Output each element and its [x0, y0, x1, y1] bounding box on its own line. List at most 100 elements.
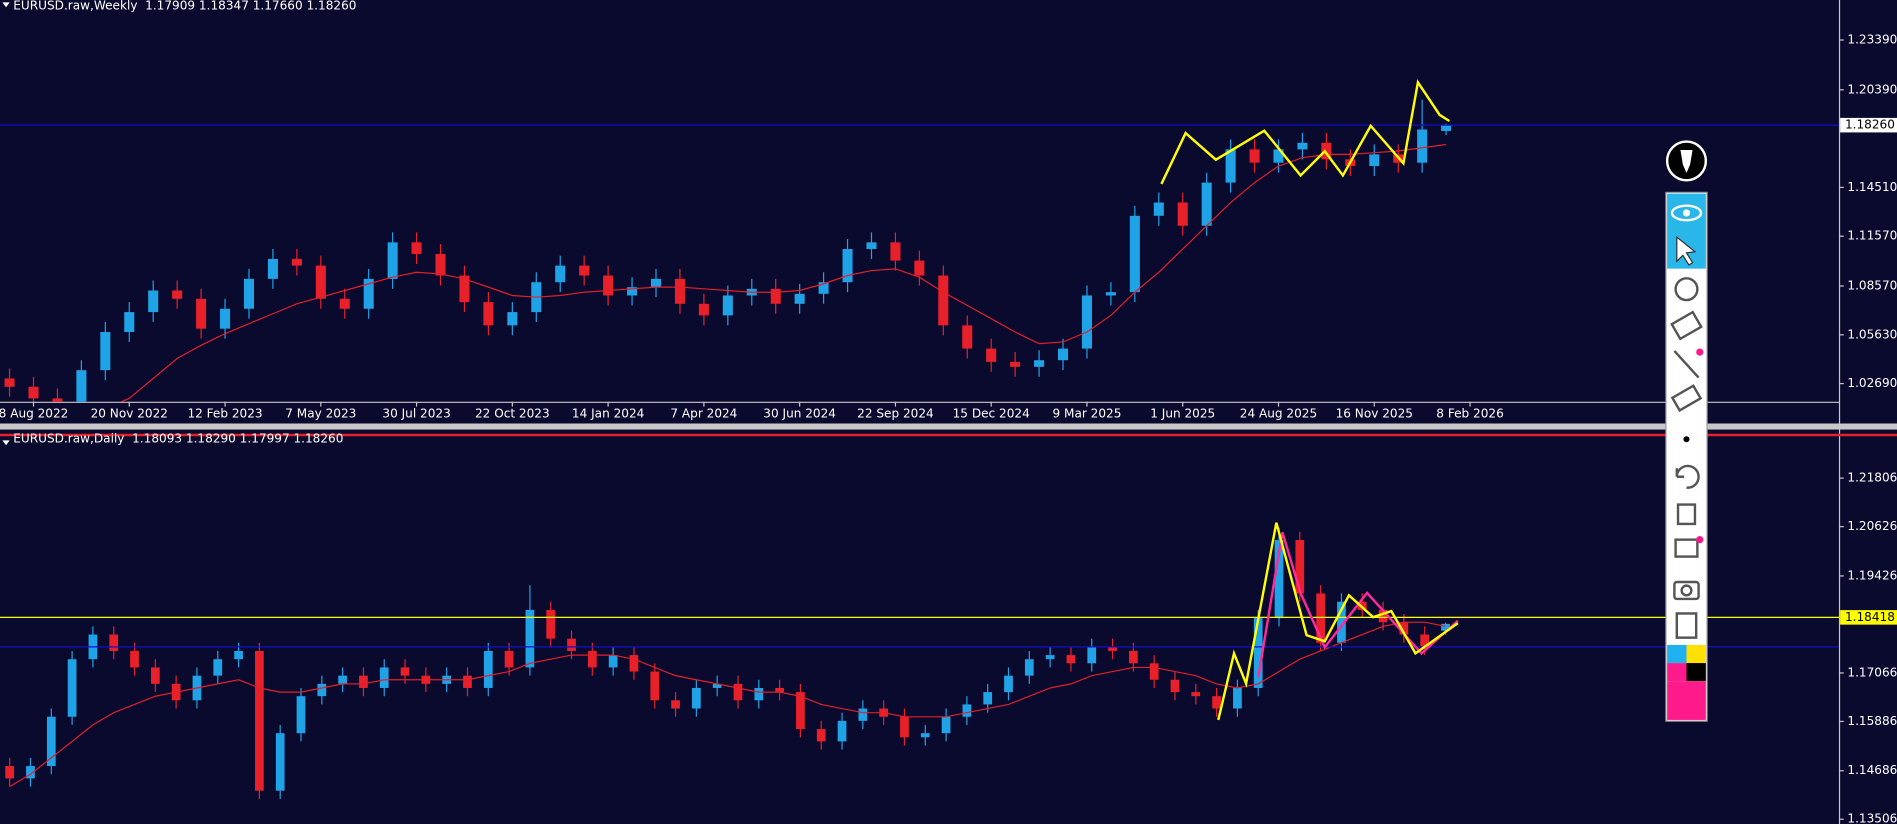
candle-body [858, 708, 868, 721]
candle-body [842, 248, 853, 283]
candle-body [379, 667, 389, 688]
candle-body [1295, 540, 1305, 594]
undo-button[interactable] [1675, 464, 1700, 489]
candle-body [363, 278, 374, 309]
panel-toggle[interactable] [2, 440, 10, 446]
y-tick-label: 1.14510 [1847, 180, 1897, 194]
candle-body [296, 696, 306, 734]
candle-body [148, 290, 159, 313]
candle-body [938, 275, 949, 326]
candle-body [920, 733, 930, 738]
pointer-button[interactable] [1674, 277, 1699, 302]
chart-title: EURUSD.raw,Weekly 1.17909 1.18347 1.1766… [13, 0, 356, 13]
clipboard-button[interactable] [1675, 612, 1698, 639]
candle-body [1253, 618, 1263, 688]
candle-body [1441, 623, 1450, 631]
candle-body [100, 331, 111, 371]
candle-body [698, 303, 709, 316]
x-tick-label: 30 Jun 2024 [763, 406, 836, 420]
candle-body [754, 687, 764, 701]
candle-body [818, 282, 829, 294]
pen-icon [1680, 150, 1693, 174]
eye-button[interactable] [1670, 204, 1703, 222]
delete-button[interactable] [1676, 503, 1697, 526]
candle-body [1024, 659, 1034, 676]
cursor-button[interactable] [1676, 235, 1697, 266]
x-tick-label: 22 Sep 2024 [857, 406, 934, 420]
plot-area [4, 99, 1452, 402]
candle-body [546, 609, 556, 639]
candle-body [483, 302, 494, 326]
candle-body [317, 683, 327, 697]
zigzag-drawing [1160, 79, 1451, 185]
candle-body [1066, 655, 1076, 664]
candle-body [1108, 646, 1117, 651]
candle-body [941, 716, 951, 734]
candle-body [587, 650, 597, 668]
x-tick-label: 16 Nov 2025 [1336, 406, 1413, 420]
candle-body [1378, 609, 1388, 623]
camera-lens [1680, 584, 1693, 597]
candle-body [67, 659, 77, 717]
color-swatch[interactable] [1667, 663, 1687, 682]
y-tick-label: 1.15886 [1847, 714, 1897, 728]
y-tick-label: 1.21806 [1847, 471, 1897, 485]
price-label-box [1840, 610, 1897, 625]
candle-body [150, 667, 160, 684]
zigzag-drawing [1257, 532, 1459, 678]
x-tick-label: 1 Jun 2025 [1150, 406, 1215, 420]
candle-body [1191, 692, 1201, 697]
candle-body [213, 659, 223, 676]
x-tick-label: 24 Aug 2025 [1240, 406, 1317, 420]
current-color [1667, 681, 1706, 720]
size-button[interactable] [1683, 436, 1690, 443]
chart-title: EURUSD.raw,Daily 1.18093 1.18290 1.17997… [13, 432, 343, 446]
screen-button[interactable] [1674, 538, 1699, 558]
candle-body [435, 253, 446, 276]
candle-body [650, 278, 662, 288]
drawing-toolbar [1665, 140, 1708, 722]
candle-body [130, 650, 139, 668]
candle-body [267, 258, 278, 279]
color-swatch[interactable] [1686, 663, 1706, 682]
y-tick-label: 1.20390 [1847, 82, 1897, 96]
candle-body [650, 671, 660, 701]
candle-body [196, 298, 207, 329]
y-tick-label: 1.20626 [1847, 519, 1897, 533]
price-label-box [1840, 117, 1897, 133]
x-tick-label: 8 Feb 2026 [1436, 406, 1503, 420]
candle-body [109, 634, 119, 651]
candle-body [1129, 215, 1140, 293]
candle-body [603, 275, 614, 296]
line-button[interactable] [1673, 350, 1700, 379]
candle-body [4, 378, 15, 387]
candle-body [722, 295, 733, 316]
color-swatch[interactable] [1686, 644, 1706, 664]
candle-body [387, 242, 398, 279]
candle-body [627, 287, 638, 296]
candle-body [5, 766, 15, 779]
candle-body [866, 242, 877, 249]
eraser-button[interactable] [1670, 310, 1703, 341]
candle-body [315, 265, 326, 299]
x-tick-label: 7 Apr 2024 [670, 406, 737, 420]
y-tick-label: 1.11570 [1847, 229, 1897, 243]
drawings [1160, 79, 1459, 721]
camera-button[interactable] [1673, 580, 1700, 601]
candle-body [1337, 601, 1346, 643]
candle-body [52, 398, 63, 402]
highlighter-button[interactable] [1670, 384, 1703, 413]
color-swatch[interactable] [1667, 644, 1687, 664]
candle-body [837, 720, 847, 742]
candle-body [339, 298, 350, 309]
candle-body [733, 683, 743, 701]
panel-toggle[interactable] [2, 2, 10, 8]
x-tick-label: 7 May 2023 [285, 406, 356, 420]
candle-body [1225, 149, 1236, 183]
candle-body [890, 242, 901, 261]
candle-body [507, 312, 518, 326]
candle-body [28, 386, 39, 399]
